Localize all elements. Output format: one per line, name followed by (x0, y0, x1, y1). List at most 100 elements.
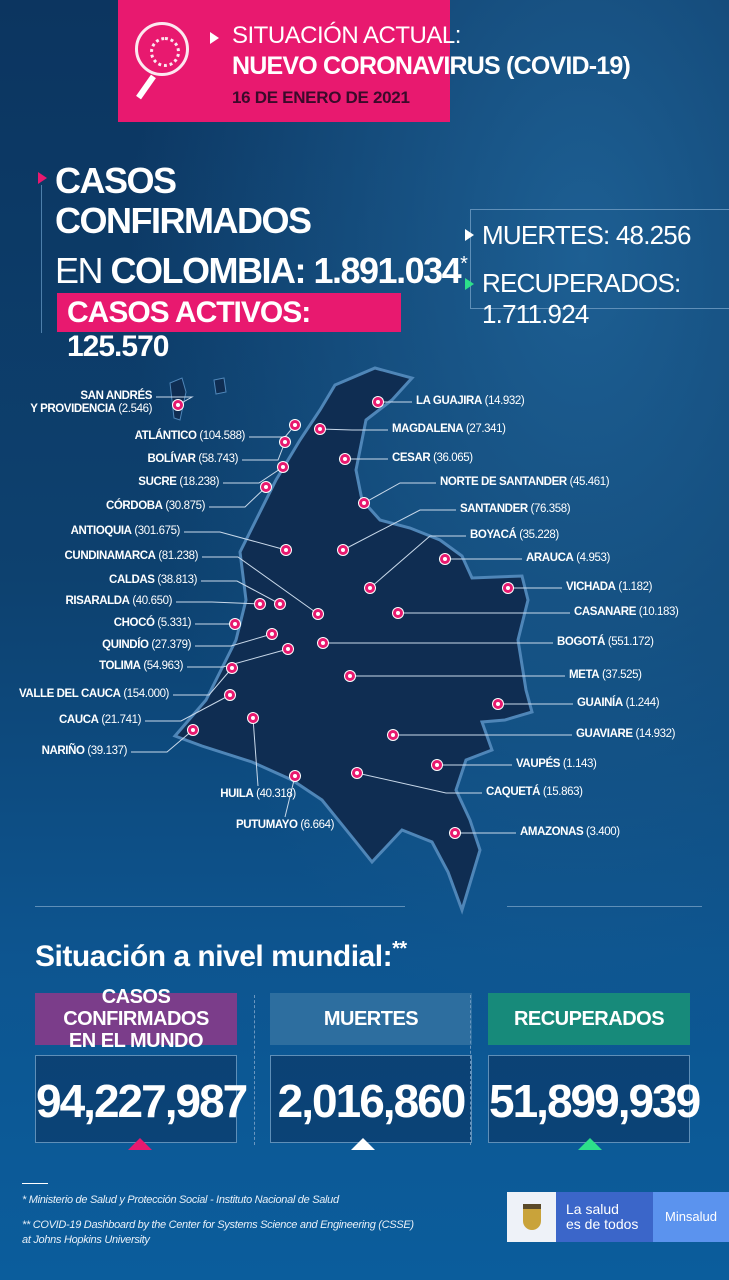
department-cases: (81.238) (158, 550, 198, 562)
label-vichada: VICHADA (1.182) (566, 581, 652, 594)
header-title: NUEVO CORONAVIRUS (COVID-19) (232, 52, 631, 80)
leader-putumayo (284, 775, 296, 818)
leader-valle-del-cauca (173, 667, 233, 696)
department-cases: (58.743) (198, 453, 238, 465)
label-caldas: CALDAS (38.813) (109, 574, 197, 587)
department-name: META (569, 669, 600, 681)
marker-san-andres (173, 400, 183, 410)
logo-brand: Minsalud (653, 1192, 729, 1242)
leader-risaralda (176, 601, 261, 605)
label-la-guajira: LA GUAJIRA (14.932) (416, 395, 525, 408)
department-cases: (40.650) (132, 595, 172, 607)
leader-sucre (223, 466, 284, 484)
header-date: 16 DE ENERO DE 2021 (232, 88, 410, 107)
department-cases: (15.863) (542, 786, 583, 798)
label-cauca: CAUCA (21.741) (59, 714, 141, 727)
department-name: BOGOTÁ (557, 636, 606, 648)
marker-magdalena (315, 424, 325, 434)
marker-narino (188, 725, 198, 735)
divider (254, 995, 255, 1145)
map-san-andres (169, 377, 227, 421)
marker-risaralda (255, 599, 265, 609)
department-cases: (30.875) (165, 500, 205, 512)
label-antioquia: ANTIOQUIA (301.675) (70, 525, 181, 538)
marker-cundinamarca (313, 609, 323, 619)
leader-antioquia (184, 531, 287, 551)
label-cundinamarca: CUNDINAMARCA (81.238) (65, 550, 199, 563)
department-cases: (14.932) (635, 728, 676, 740)
label-santander: SANTANDER (76.358) (460, 503, 571, 516)
department-name: TOLIMA (99, 660, 141, 672)
marker-boyaca (365, 583, 375, 593)
marker-valle-del-cauca (227, 663, 237, 673)
colombia-total: EN COLOMBIA: 1.891.034* (55, 250, 468, 291)
leader-caqueta (356, 772, 482, 794)
department-cases: (2.546) (118, 403, 152, 415)
department-name: VALLE DEL CAUCA (19, 688, 121, 700)
world-confirmed-value: 94,227,987 (35, 1055, 248, 1143)
marker-norte-de-santander (359, 498, 369, 508)
label-san-andres: SAN ANDRÉS Y PROVIDENCIA (2.546) (30, 390, 152, 416)
label-narino: NARIÑO (39.137) (41, 745, 128, 758)
department-name: SANTANDER (460, 503, 528, 515)
label-sucre: SUCRE (18.238) (138, 476, 219, 489)
department-cases: (36.065) (433, 452, 473, 464)
marker-choco (230, 619, 240, 629)
label-amazonas: AMAZONAS (3.400) (520, 826, 620, 839)
department-cases: (1.182) (618, 581, 653, 593)
leader-atlantico (249, 424, 296, 438)
department-name: BOLÍVAR (147, 453, 196, 465)
label-tolima: TOLIMA (54.963) (99, 660, 183, 673)
casos-heading: CASOS (55, 160, 177, 201)
department-name: CÓRDOBA (105, 500, 163, 512)
department-name: NARIÑO (41, 745, 85, 757)
header-line1: SITUACIÓN ACTUAL: (232, 22, 461, 49)
department-name: GUAINÍA (577, 697, 623, 709)
department-name: LA GUAJIRA (416, 395, 482, 407)
department-cases: (38.813) (157, 574, 197, 586)
marker-vaupes (432, 760, 442, 770)
department-name: NORTE DE SANTANDER (440, 476, 567, 488)
department-name: Y PROVIDENCIA (30, 403, 116, 415)
leader-quindio (195, 633, 273, 647)
department-name: CAUCA (59, 714, 99, 726)
label-magdalena: MAGDALENA (27.341) (392, 423, 506, 436)
marker-arauca (440, 554, 450, 564)
department-name: CESAR (392, 452, 431, 464)
marker-quindio (267, 629, 277, 639)
marker-la-guajira (373, 397, 383, 407)
label-bolivar: BOLÍVAR (58.743) (147, 453, 238, 466)
department-name: HUILA (220, 788, 254, 800)
leader-tolima (187, 648, 289, 668)
department-cases: (14.932) (484, 395, 525, 407)
department-name: PUTUMAYO (236, 819, 298, 831)
leader-bolivar (242, 441, 286, 461)
department-name: CALDAS (109, 574, 155, 586)
play-arrow-icon (465, 229, 474, 241)
label-putumayo: PUTUMAYO (6.664) (236, 819, 334, 832)
department-name: CAQUETÁ (486, 786, 541, 798)
label-huila: HUILA (40.318) (220, 788, 296, 801)
department-name: RISARALDA (65, 595, 130, 607)
department-cases: (10.183) (638, 606, 679, 618)
department-name: ANTIOQUIA (70, 525, 132, 537)
department-cases: (3.400) (586, 826, 620, 838)
department-cases: (54.963) (143, 660, 183, 672)
marker-antioquia (281, 545, 291, 555)
world-recovered-value: 51,899,939 (488, 1055, 701, 1143)
minsalud-logo: La salud es de todos Minsalud (507, 1192, 729, 1242)
leader-narino (131, 729, 194, 753)
marker-meta (345, 671, 355, 681)
marker-guaviare (388, 730, 398, 740)
department-cases: (40.318) (256, 788, 296, 800)
leader-cauca (145, 694, 231, 722)
label-caqueta: CAQUETÁ (15.863) (486, 786, 583, 799)
department-cases: (27.341) (465, 423, 506, 435)
label-guaviare: GUAVIARE (14.932) (576, 728, 675, 741)
department-name: MAGDALENA (392, 423, 464, 435)
label-quindio: QUINDÍO (27.379) (102, 639, 191, 652)
confirmados-heading: CONFIRMADOS (55, 200, 312, 241)
department-name: QUINDÍO (102, 639, 149, 651)
department-name: AMAZONAS (520, 826, 584, 838)
department-name: SAN ANDRÉS (80, 390, 152, 402)
